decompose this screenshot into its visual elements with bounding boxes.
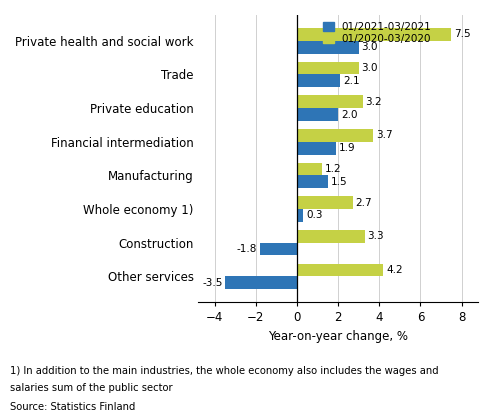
Text: 3.2: 3.2 (365, 97, 382, 107)
Text: 1.5: 1.5 (331, 177, 347, 187)
Bar (297, 142, 336, 155)
Text: 3.3: 3.3 (368, 231, 384, 241)
Text: 1.9: 1.9 (339, 143, 355, 153)
Text: 2.0: 2.0 (341, 109, 357, 119)
Bar (297, 264, 384, 276)
Text: -3.5: -3.5 (202, 278, 222, 288)
Text: 1.2: 1.2 (324, 164, 341, 174)
Text: 4.2: 4.2 (386, 265, 403, 275)
Legend: 01/2021-03/2021, 01/2020-03/2020: 01/2021-03/2021, 01/2020-03/2020 (321, 20, 434, 47)
Bar (297, 28, 451, 41)
Text: salaries sum of the public sector: salaries sum of the public sector (10, 383, 173, 393)
Bar (297, 230, 365, 243)
Text: 3.7: 3.7 (376, 130, 392, 140)
Text: 2.7: 2.7 (355, 198, 372, 208)
Bar (297, 209, 303, 222)
X-axis label: Year-on-year change, %: Year-on-year change, % (268, 330, 408, 343)
Bar (297, 196, 352, 209)
Bar (297, 62, 359, 74)
Bar (297, 41, 359, 54)
Text: 3.0: 3.0 (361, 63, 378, 73)
Bar (297, 176, 328, 188)
Bar (297, 163, 322, 176)
Bar (297, 95, 363, 108)
Text: 7.5: 7.5 (454, 30, 470, 40)
Text: Source: Statistics Finland: Source: Statistics Finland (10, 402, 135, 412)
Bar (225, 276, 297, 289)
Bar (297, 74, 340, 87)
Text: 1) In addition to the main industries, the whole economy also includes the wages: 1) In addition to the main industries, t… (10, 366, 438, 376)
Text: 3.0: 3.0 (361, 42, 378, 52)
Text: -1.8: -1.8 (237, 244, 257, 254)
Text: 0.3: 0.3 (306, 210, 322, 220)
Text: 2.1: 2.1 (343, 76, 359, 86)
Bar (260, 243, 297, 255)
Bar (297, 108, 338, 121)
Bar (297, 129, 373, 142)
